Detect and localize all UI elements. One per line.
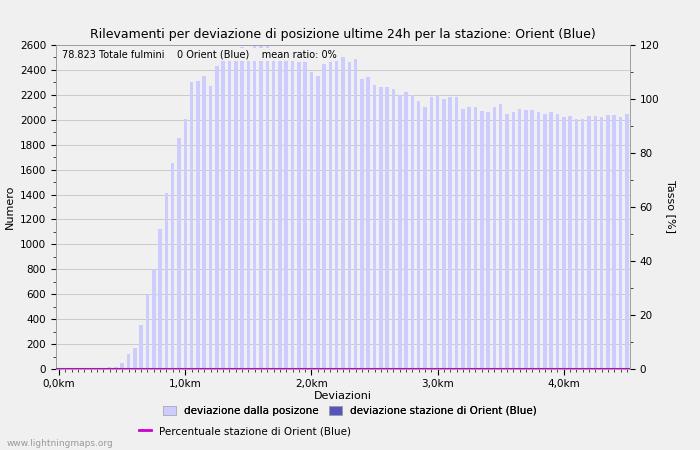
Text: 78.823 Totale fulmini    0 Orient (Blue)    mean ratio: 0%: 78.823 Totale fulmini 0 Orient (Blue) me… (62, 50, 337, 60)
Bar (221, 61, 225, 369)
Bar (612, 115, 616, 369)
Bar (342, 58, 344, 369)
Bar (246, 49, 250, 369)
Bar (278, 58, 281, 369)
Text: www.lightningmaps.org: www.lightningmaps.org (7, 439, 113, 448)
Bar (146, 294, 149, 369)
Bar (272, 50, 275, 369)
Bar (625, 113, 629, 369)
Y-axis label: Tasso [%]: Tasso [%] (666, 180, 676, 234)
Bar (164, 194, 168, 369)
Bar (594, 116, 597, 369)
Bar (322, 64, 326, 369)
Bar (581, 118, 584, 369)
Bar (568, 116, 572, 369)
Bar (354, 58, 357, 369)
Bar (228, 60, 231, 369)
Bar (316, 76, 319, 369)
Bar (474, 107, 477, 369)
Bar (367, 77, 370, 369)
Bar (398, 95, 402, 369)
Bar (139, 325, 143, 369)
Bar (424, 107, 427, 369)
Bar (234, 58, 237, 369)
Bar (386, 87, 389, 369)
Bar (461, 108, 465, 369)
Bar (196, 81, 200, 369)
Bar (537, 112, 540, 369)
Bar (379, 87, 383, 369)
Bar (518, 108, 522, 369)
Bar (499, 104, 503, 369)
Bar (449, 97, 452, 369)
Bar (524, 110, 528, 369)
Bar (392, 89, 396, 369)
Bar (480, 111, 484, 369)
Bar (309, 72, 313, 369)
Bar (303, 63, 307, 369)
Bar (171, 163, 174, 369)
Bar (543, 113, 547, 369)
Bar (297, 63, 300, 369)
Bar (600, 117, 603, 369)
Bar (290, 58, 294, 369)
Bar (430, 97, 433, 369)
Bar (114, 366, 118, 369)
Bar (265, 46, 269, 369)
Bar (335, 61, 338, 369)
Bar (215, 66, 218, 369)
Bar (348, 63, 351, 369)
Bar (562, 117, 566, 369)
Bar (486, 112, 490, 369)
Bar (411, 95, 414, 369)
Bar (102, 368, 105, 369)
Bar (127, 354, 130, 369)
Legend: Percentuale stazione di Orient (Blue): Percentuale stazione di Orient (Blue) (134, 422, 356, 440)
Bar (152, 269, 155, 369)
Bar (183, 118, 187, 369)
Bar (108, 367, 111, 369)
Bar (177, 139, 181, 369)
Bar (531, 110, 534, 369)
Bar (556, 113, 559, 369)
Bar (575, 118, 578, 369)
Bar (120, 363, 124, 369)
Bar (202, 76, 206, 369)
Bar (455, 97, 458, 369)
Bar (259, 45, 262, 369)
Bar (240, 48, 244, 369)
Bar (442, 99, 446, 369)
X-axis label: Deviazioni: Deviazioni (314, 391, 372, 401)
Bar (493, 107, 496, 369)
Bar (505, 113, 509, 369)
Title: Rilevamenti per deviazione di posizione ultime 24h per la stazione: Orient (Blue: Rilevamenti per deviazione di posizione … (90, 28, 596, 41)
Bar (373, 85, 377, 369)
Bar (328, 63, 332, 369)
Bar (436, 95, 440, 369)
Bar (405, 92, 408, 369)
Bar (209, 86, 212, 369)
Bar (158, 230, 162, 369)
Bar (417, 101, 421, 369)
Bar (619, 117, 622, 369)
Bar (190, 82, 193, 369)
Bar (360, 79, 364, 369)
Bar (468, 107, 471, 369)
Bar (606, 115, 610, 369)
Legend: deviazione dalla posizone, deviazione stazione di Orient (Blue): deviazione dalla posizone, deviazione st… (159, 402, 541, 420)
Bar (512, 112, 515, 369)
Bar (133, 348, 136, 369)
Bar (587, 116, 591, 369)
Bar (550, 112, 553, 369)
Y-axis label: Numero: Numero (4, 185, 15, 229)
Bar (253, 45, 256, 369)
Bar (284, 60, 288, 369)
